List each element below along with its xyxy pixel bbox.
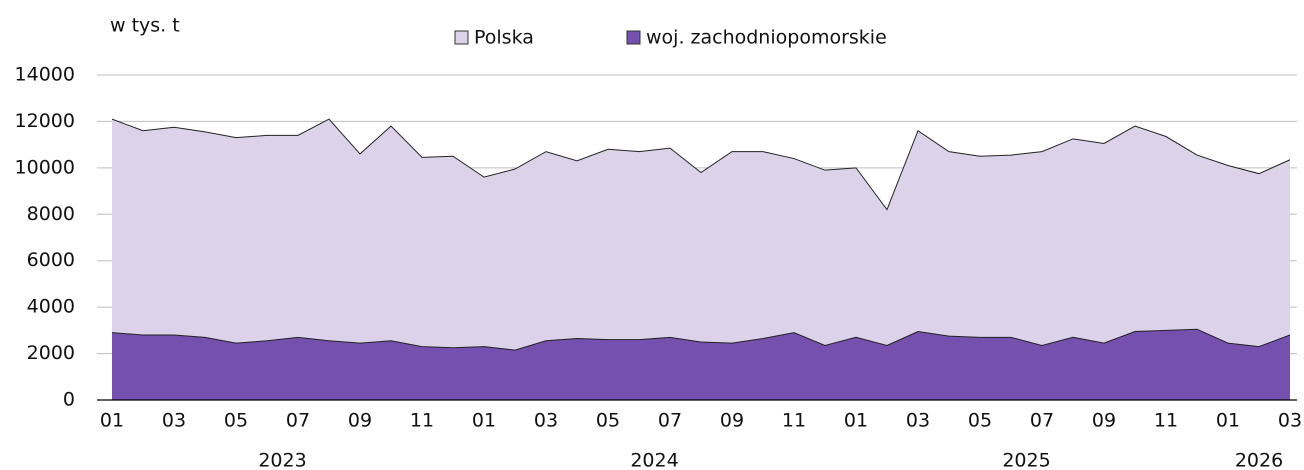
y-tick-label: 12000 xyxy=(15,110,75,132)
legend-swatch xyxy=(454,30,469,45)
x-tick-label: 09 xyxy=(1092,410,1116,432)
year-label: 2025 xyxy=(1002,450,1050,470)
y-tick-label: 10000 xyxy=(15,156,75,178)
x-tick-label: 03 xyxy=(534,410,558,432)
year-label: 2024 xyxy=(630,450,678,470)
x-tick-label: 03 xyxy=(906,410,930,432)
area-outline xyxy=(111,328,1291,351)
x-tick-label: 11 xyxy=(782,410,806,432)
x-tick-label: 03 xyxy=(162,410,186,432)
y-tick-label: 14000 xyxy=(15,64,75,86)
legend-label: Polska xyxy=(474,27,534,49)
x-tick-label: 09 xyxy=(348,410,372,432)
unit-label: w tys. t xyxy=(110,15,180,37)
y-tick-label: 4000 xyxy=(27,296,75,318)
x-tick-label: 01 xyxy=(100,410,124,432)
year-label: 2023 xyxy=(258,450,306,470)
y-tick-label: 0 xyxy=(63,389,75,411)
y-tick-label: 2000 xyxy=(27,342,75,364)
x-tick-label: 11 xyxy=(1154,410,1178,432)
area-outline xyxy=(111,118,1291,211)
legend-swatch xyxy=(626,30,641,45)
x-tick-label: 11 xyxy=(410,410,434,432)
x-tick-label: 01 xyxy=(1216,410,1240,432)
legend-label: woj. zachodniopomorskie xyxy=(646,27,887,49)
x-tick-label: 03 xyxy=(1278,410,1302,432)
x-tick-label: 09 xyxy=(720,410,744,432)
year-label: 2026 xyxy=(1235,450,1283,470)
x-tick-label: 01 xyxy=(472,410,496,432)
x-tick-label: 01 xyxy=(844,410,868,432)
area xyxy=(112,329,1290,400)
y-tick-label: 6000 xyxy=(27,249,75,271)
area xyxy=(112,119,1290,400)
x-tick-label: 05 xyxy=(596,410,620,432)
x-tick-label: 05 xyxy=(224,410,248,432)
x-tick-label: 07 xyxy=(658,410,682,432)
x-tick-label: 05 xyxy=(968,410,992,432)
y-tick-label: 8000 xyxy=(27,203,75,225)
x-tick-label: 07 xyxy=(286,410,310,432)
x-tick-label: 07 xyxy=(1030,410,1054,432)
